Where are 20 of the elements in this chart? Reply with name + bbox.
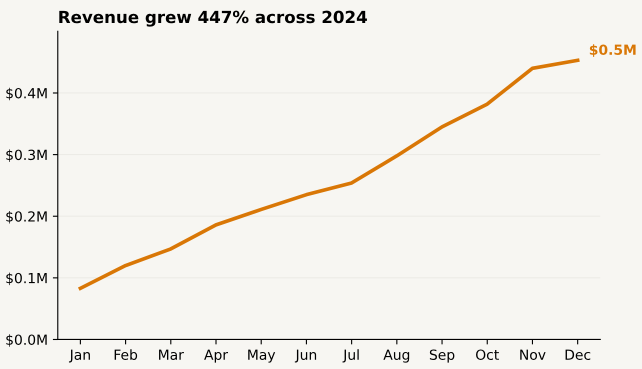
x-tick-label: Jan xyxy=(68,350,90,363)
y-tick-label: $0.4M xyxy=(6,88,47,100)
y-tick-label: $0.2M xyxy=(6,210,47,224)
x-tick-label: Jul xyxy=(342,349,359,363)
x-tick-label: May xyxy=(248,350,276,363)
x-tick-label: Apr xyxy=(204,350,228,363)
x-tick-label: Mar xyxy=(159,350,184,360)
x-tick-label: Nov xyxy=(520,350,546,360)
x-tick-label: Sep xyxy=(430,349,454,363)
x-tick-label: Jun xyxy=(294,350,316,363)
y-tick-label: $0.1M xyxy=(6,272,47,286)
x-tick-label: Aug xyxy=(383,350,410,363)
y-tick-label: $0.3M xyxy=(6,149,47,162)
annotation: $0.5M xyxy=(590,44,636,57)
line-series xyxy=(78,58,580,290)
x-tick-label: Feb xyxy=(114,349,138,360)
chart-title: Revenue grew 447% across 2024 xyxy=(59,10,367,27)
y-tick-label: $0.0M xyxy=(6,334,47,347)
x-tick-label: Oct xyxy=(476,349,499,360)
x-tick-label: Dec xyxy=(566,350,590,360)
